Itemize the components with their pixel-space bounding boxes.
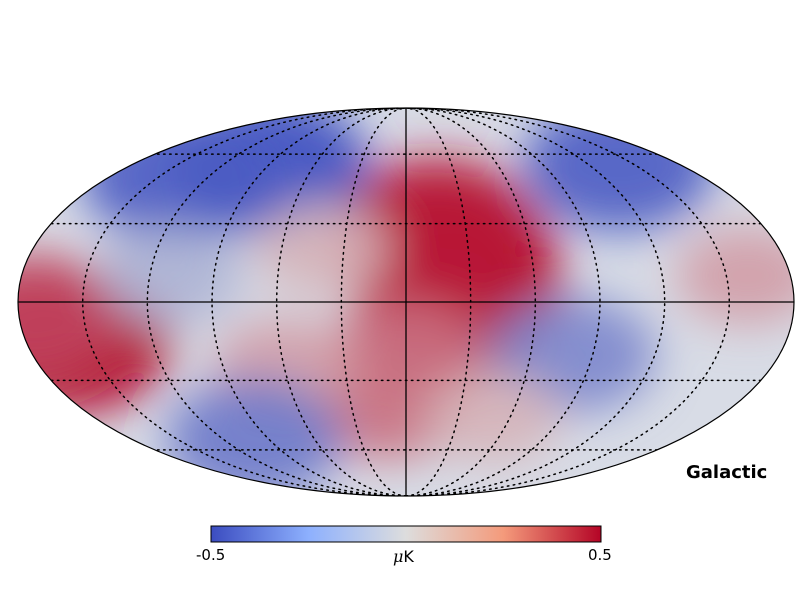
temperature-region-13	[165, 378, 342, 496]
colorbar-max-label: 0.5	[588, 546, 612, 564]
meridian-150	[81, 108, 407, 496]
colorbar	[210, 525, 602, 543]
temperature-region-11	[523, 108, 716, 232]
map-outline	[17, 107, 795, 497]
colorbar-gradient	[210, 525, 602, 543]
mollweide-map	[18, 108, 794, 496]
temperature-region-10	[81, 108, 273, 243]
colorbar-unit-label: μK	[393, 547, 414, 566]
temperature-region-16	[255, 203, 391, 296]
unit-prefix-symbol: μ	[393, 547, 404, 566]
temperature-region-12	[99, 226, 244, 325]
meridian-120	[146, 108, 407, 496]
meridian-60	[275, 108, 407, 496]
colorbar-min-label: -0.5	[196, 546, 226, 564]
temperature-region-5	[18, 254, 118, 377]
coordinate-system-label: Galactic	[686, 462, 768, 483]
temperature-region-17	[424, 370, 561, 463]
unit-symbol: K	[403, 547, 414, 566]
